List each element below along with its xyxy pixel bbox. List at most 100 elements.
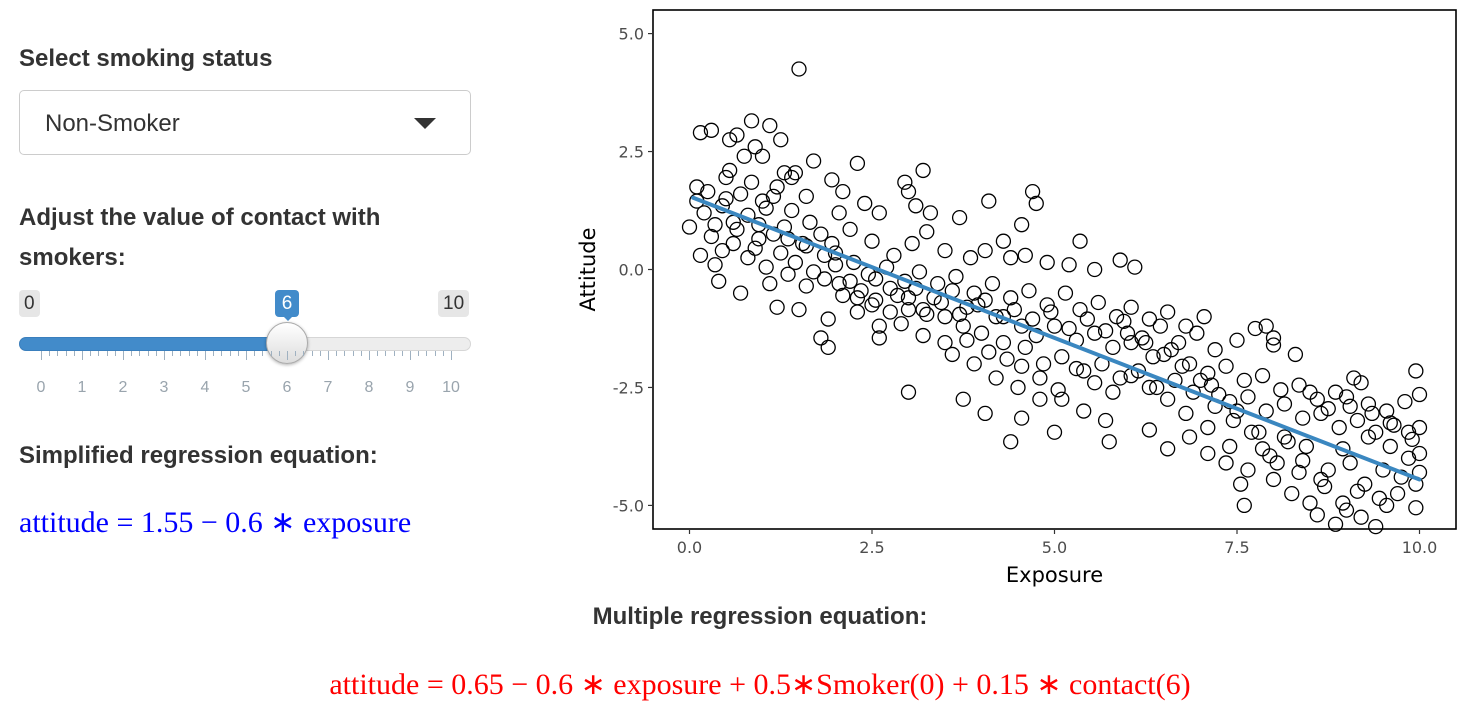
slider-major-tick xyxy=(82,351,83,360)
data-point xyxy=(1400,424,1417,440)
data-point xyxy=(1335,495,1351,511)
data-point xyxy=(1233,476,1249,492)
slider-minor-tick xyxy=(418,351,420,356)
data-point xyxy=(1218,455,1234,471)
data-point xyxy=(937,334,953,351)
x-axis-title: Exposure xyxy=(1006,563,1103,587)
slider-value-pointer xyxy=(283,316,293,321)
data-point xyxy=(1039,254,1055,271)
data-point xyxy=(1105,384,1121,400)
slider-minor-tick xyxy=(262,351,264,356)
data-point xyxy=(754,193,771,209)
data-point xyxy=(1200,365,1216,381)
y-tick-label: 2.5 xyxy=(619,143,644,162)
slider-minor-tick xyxy=(229,351,231,356)
simplified-equation-title: Simplified regression equation: xyxy=(19,442,378,469)
data-point xyxy=(1269,455,1285,471)
data-point xyxy=(1072,301,1088,318)
data-point xyxy=(1349,483,1366,499)
data-point xyxy=(784,202,800,219)
data-point xyxy=(864,297,880,313)
data-point xyxy=(813,330,829,346)
slider-minor-tick xyxy=(131,351,133,356)
data-point xyxy=(1032,370,1048,386)
slider-major-tick xyxy=(164,351,165,360)
data-point xyxy=(1360,429,1377,445)
data-point xyxy=(911,264,928,280)
slider-minor-tick xyxy=(188,351,190,356)
data-point xyxy=(1097,412,1114,429)
slider-major-tick xyxy=(205,351,206,360)
data-point xyxy=(1327,384,1344,400)
data-point xyxy=(1284,485,1300,502)
caret-down-icon[interactable] xyxy=(414,118,436,129)
data-point xyxy=(740,250,756,266)
x-tick-label: 5.0 xyxy=(1042,538,1067,557)
slider-min-label: 0 xyxy=(19,290,40,317)
data-point xyxy=(1353,375,1369,391)
data-point xyxy=(1149,379,1165,396)
data-point xyxy=(886,247,902,263)
data-point xyxy=(791,301,807,318)
data-point xyxy=(1013,358,1030,374)
data-point xyxy=(984,276,1001,292)
data-point xyxy=(805,264,822,280)
slider-minor-tick xyxy=(295,351,297,356)
data-point xyxy=(871,330,887,346)
data-point xyxy=(798,188,814,205)
data-point xyxy=(1254,441,1271,457)
x-tick-label: 0.0 xyxy=(677,538,702,557)
data-point xyxy=(1386,417,1402,433)
data-point xyxy=(1178,318,1194,334)
data-point xyxy=(1364,405,1380,422)
data-point xyxy=(1353,509,1369,525)
data-point xyxy=(725,235,741,252)
data-point xyxy=(1411,445,1428,462)
data-point xyxy=(1050,382,1066,398)
data-point xyxy=(1298,438,1314,455)
data-point xyxy=(762,276,778,292)
data-point xyxy=(769,179,785,195)
slider-minor-tick xyxy=(147,351,149,356)
contact-slider-fill[interactable] xyxy=(19,337,287,351)
data-point xyxy=(831,205,847,221)
contact-slider-label: Adjust the value of contact with smokers… xyxy=(19,204,381,271)
data-point xyxy=(721,162,738,179)
scatter-plot: 0.0 2.5 5.0 7.5 10.0 -5.0 -2.5 0.0 2.5 5.0 Exposur… xyxy=(576,9,1457,587)
data-point xyxy=(959,332,975,348)
data-point xyxy=(908,198,924,214)
data-point xyxy=(1389,485,1406,502)
data-point xyxy=(977,405,993,422)
data-point xyxy=(1127,259,1143,275)
data-point xyxy=(835,183,851,200)
data-point xyxy=(1349,412,1366,429)
data-point xyxy=(1236,497,1252,514)
data-point xyxy=(1382,415,1398,431)
data-point xyxy=(703,122,720,138)
smoking-status-select[interactable]: Non-Smoker xyxy=(19,90,471,155)
data-point xyxy=(1087,375,1103,391)
data-point xyxy=(747,240,763,256)
data-point xyxy=(1087,261,1103,278)
data-point xyxy=(707,217,723,233)
data-point xyxy=(1291,464,1307,481)
data-point xyxy=(937,309,953,325)
data-point xyxy=(1309,507,1325,523)
slider-major-tick xyxy=(287,351,288,360)
data-point xyxy=(1247,320,1263,337)
data-point xyxy=(1225,412,1241,429)
data-point xyxy=(1320,462,1336,478)
data-point xyxy=(1240,389,1256,405)
simplified-equation-text: attitude = 1.55 − 0.6 ∗ exposure xyxy=(19,506,412,539)
data-point xyxy=(1240,462,1256,478)
data-point xyxy=(1309,391,1325,407)
data-point xyxy=(973,325,990,341)
data-point xyxy=(849,155,866,171)
smoking-status-selected-value: Non-Smoker xyxy=(45,110,180,137)
data-point xyxy=(773,132,789,148)
slider-major-tick xyxy=(246,351,247,360)
data-point xyxy=(1397,393,1413,410)
y-tick-label: -5.0 xyxy=(613,496,644,515)
multiple-equation-title: Multiple regression equation: xyxy=(592,603,928,630)
slider-major-tick xyxy=(369,351,370,360)
